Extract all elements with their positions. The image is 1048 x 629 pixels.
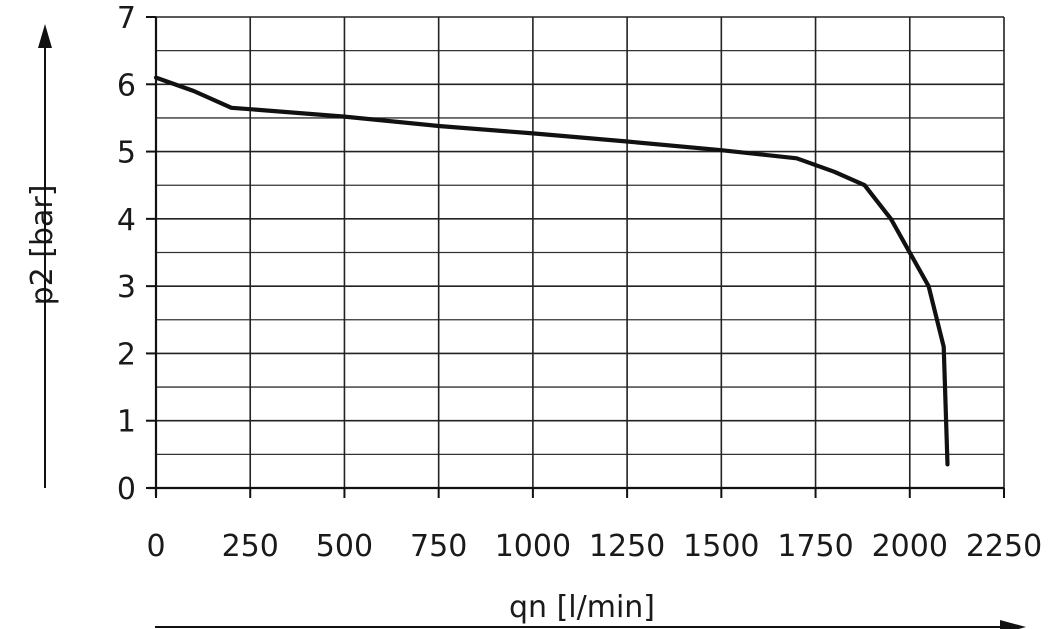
x-axis-arrow [155,620,1026,629]
minor-grid [156,49,1004,456]
y-tick-label: 4 [117,203,136,238]
x-tick-labels: 0 250 500 750 1000 1250 1500 1750 2000 2250 [146,529,1042,564]
y-tick-labels: 0 1 2 3 4 5 6 7 [117,1,136,507]
y-tick-label: 1 [117,405,136,440]
x-tick-label: 1000 [495,529,571,564]
x-tick-label: 1750 [777,529,853,564]
major-grid [155,16,1005,489]
y-tick-label: 2 [117,337,136,372]
x-tick-label: 500 [316,529,373,564]
x-tick-label: 2250 [966,529,1042,564]
x-tick-label: 750 [410,529,467,564]
y-tick-label: 7 [117,1,136,36]
x-tick-label: 250 [222,529,279,564]
y-tick-label: 3 [117,270,136,305]
series-line [153,75,950,467]
x-axis-label: qn [l/min] [509,590,655,625]
y-tick-label: 6 [117,68,136,103]
x-tick-label: 1500 [683,529,759,564]
y-tick-label: 0 [117,472,136,507]
y-axis-arrow [38,24,52,488]
y-axis-label: p2 [bar] [25,185,60,306]
series-group [153,75,950,467]
x-tick-label: 1250 [589,529,665,564]
y-tick-label: 5 [117,136,136,171]
x-tick-label: 0 [146,529,165,564]
x-tick-label: 2000 [872,529,948,564]
axes [146,16,1005,498]
